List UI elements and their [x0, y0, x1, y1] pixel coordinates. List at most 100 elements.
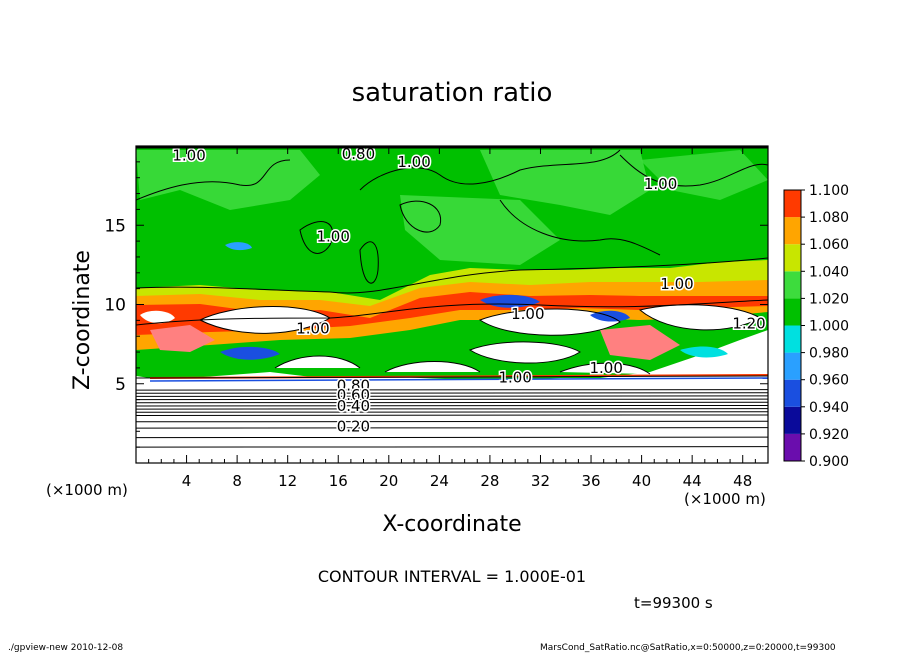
x-tick-label: 20: [379, 472, 398, 490]
colorbar-segment: [784, 298, 801, 326]
stratified-contour: [135, 411, 769, 413]
y-tick-label: 5: [115, 375, 126, 395]
white-pocket: [140, 310, 175, 324]
colorbar-label: 1.000: [809, 319, 849, 335]
contour-label: 0.80: [337, 376, 370, 394]
contour-label: 0.80: [342, 145, 375, 163]
stratified-contour: [135, 395, 769, 397]
colorbar-segment: [784, 325, 801, 353]
contour-label: 1.00: [397, 153, 430, 171]
stratified-contour: [135, 392, 769, 394]
x-tick-label: 24: [430, 472, 449, 490]
x-axis-label: X-coordinate: [382, 512, 522, 537]
footer-dataset: MarsCond_SatRatio.nc@SatRatio,x=0:50000,…: [540, 643, 836, 653]
stratified-contour: [135, 427, 769, 429]
footer-program: ./gpview-new 2010-12-08: [8, 643, 124, 653]
stratified-contour: [135, 408, 769, 410]
chart-title: saturation ratio: [351, 78, 553, 108]
stratified-contour: [135, 398, 769, 401]
x-axis-ticks: 4 8 12 16 20 24 28 32 36 40 44 48: [148, 146, 756, 490]
contour-line: [478, 308, 621, 336]
contour-label: 1.00: [644, 175, 677, 193]
contour-line: [619, 154, 768, 187]
field-layer: [136, 146, 768, 463]
colorbar-segment: [784, 244, 801, 272]
y-tick-label: 15: [104, 216, 126, 236]
y-tick-label: 10: [104, 296, 126, 316]
stratified-contours: [135, 389, 769, 448]
colorbar-segment: [784, 190, 801, 218]
y-axis-ticks: 5 10 15: [104, 161, 768, 448]
contour-line: [499, 199, 661, 256]
colorbar-label: 0.920: [809, 427, 849, 443]
base-boundary-blue: [149, 377, 768, 382]
colorbar-segment: [784, 352, 801, 380]
colorbar-label: 0.940: [809, 400, 849, 416]
contour-line: [274, 355, 361, 369]
stratified-contour: [135, 389, 769, 391]
stratified-contour: [135, 436, 769, 439]
colorbar-label: 1.040: [809, 264, 849, 280]
contour-interval-note: CONTOUR INTERVAL = 1.000E-01: [317, 567, 587, 586]
contour-line: [198, 306, 331, 334]
contour-label: 1.00: [316, 227, 349, 245]
x-tick-label: 16: [329, 472, 348, 490]
x-tick-label: 48: [733, 472, 752, 490]
colorbar-label: 0.900: [809, 454, 849, 470]
contour-line: [638, 304, 761, 331]
white-pocket: [640, 304, 760, 330]
contour-label: 0.60: [337, 386, 370, 404]
x-tick-label: 40: [632, 472, 651, 490]
colorbar-label: 1.020: [809, 291, 849, 307]
contour-line: [136, 159, 291, 201]
x-tick-label: 32: [531, 472, 550, 490]
colorbar: 0.900 0.920 0.940 0.960 0.980 1.000 1.020 1.040…: [783, 183, 849, 470]
x-axis-units: (×1000 m): [684, 490, 766, 508]
contour-lines: [136, 149, 768, 379]
colorbar-label: 1.060: [809, 237, 849, 253]
x-tick-label: 8: [232, 472, 242, 490]
colorbar-segment: [784, 433, 801, 461]
colorbar-label: 0.980: [809, 346, 849, 362]
colorbar-label: 1.100: [809, 183, 849, 199]
x-tick-label: 12: [278, 472, 297, 490]
cyan-patch: [680, 346, 728, 358]
contour-line: [359, 149, 621, 191]
contour-line: [468, 341, 581, 364]
contour-label: 1.00: [511, 305, 544, 323]
time-stamp: t=99300 s: [634, 594, 713, 612]
contour-line: [136, 375, 768, 379]
contour-line: [384, 361, 481, 373]
colorbar-segment: [784, 379, 801, 407]
colorbar-label: 1.080: [809, 210, 849, 226]
stratified-contour: [135, 401, 769, 404]
stratified-contour: [135, 404, 769, 407]
x-tick-label: 28: [480, 472, 499, 490]
colorbar-segment: [784, 271, 801, 299]
contour-labels: 1.00 0.80 1.00 1.00 1.00 1.00 1.00 1.00 1.20 1.00…: [171, 143, 767, 437]
colorbar-label: 0.960: [809, 373, 849, 389]
contour-line: [136, 257, 768, 294]
y-axis-units: (×1000 m): [46, 481, 128, 499]
contour-label: 1.20: [732, 315, 765, 333]
stratified-contour: [135, 414, 769, 416]
x-tick-label: 44: [683, 472, 702, 490]
white-pocket: [200, 306, 330, 334]
stratified-contour: [135, 446, 769, 448]
white-pocket: [470, 341, 580, 364]
cyan-patch: [225, 242, 252, 251]
white-pocket: [480, 308, 620, 336]
contour-label: 1.00: [498, 368, 531, 386]
pink-patch: [150, 325, 215, 352]
contour-line: [399, 200, 442, 233]
contour-label: 1.00: [660, 275, 693, 293]
contour-label: 1.00: [172, 147, 205, 165]
light-green-patch: [480, 150, 650, 215]
blue-patch: [220, 346, 280, 360]
light-green-patch: [400, 195, 560, 265]
contour-label: 1.00: [590, 359, 623, 377]
pink-patch: [600, 325, 680, 360]
light-green-patch: [640, 150, 768, 200]
contour-label: 1.00: [296, 319, 329, 337]
